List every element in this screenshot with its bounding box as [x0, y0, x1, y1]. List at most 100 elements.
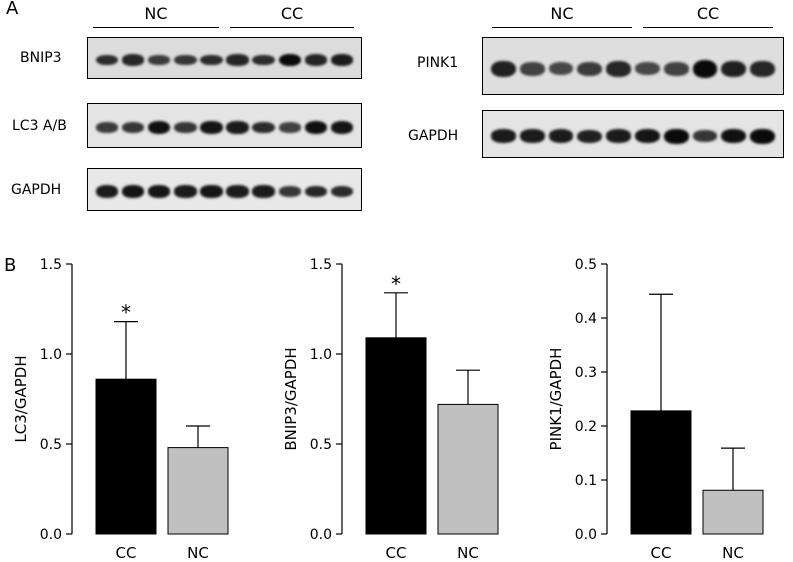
- left-group-label-nc: NC: [144, 4, 168, 23]
- x-category-label: CC: [651, 544, 672, 562]
- blot-band: [548, 129, 574, 144]
- y-axis-label: BNIP3/GAPDH: [282, 347, 300, 450]
- bar: [95, 378, 157, 535]
- blot-band: [121, 54, 145, 66]
- bar: [437, 403, 499, 535]
- y-tick-label: 1.5: [40, 257, 62, 273]
- blot-label-lc3: LC3 A/B: [12, 118, 67, 134]
- y-tick-label: 0.5: [310, 437, 332, 453]
- blot-label-gapdh-left: GAPDH: [11, 182, 62, 198]
- blot-band: [519, 129, 545, 144]
- chart-bnip3-gapdh: 0.0 0.5 1.0 1.5 BNIP3/GAPDH * CC NC: [282, 257, 499, 562]
- blot-band: [226, 54, 249, 66]
- blot-band: [663, 62, 689, 76]
- blot-band: [721, 60, 747, 77]
- x-category-label: CC: [116, 544, 137, 562]
- y-tick-label: 0.2: [575, 419, 597, 435]
- blot-band: [330, 121, 354, 135]
- y-tick-label: 0.3: [575, 365, 597, 381]
- blot-band: [226, 121, 249, 134]
- right-group-line-cc: [643, 27, 773, 28]
- y-tick-label: 0.4: [575, 311, 597, 327]
- y-tick-label: 1.5: [310, 257, 332, 273]
- blot-strip-pink1: [482, 37, 784, 95]
- x-category-label: NC: [722, 544, 744, 562]
- blot-band: [635, 129, 660, 144]
- blot-band: [548, 62, 574, 76]
- blot-band: [721, 129, 747, 144]
- blot-band: [148, 120, 171, 135]
- blot-band: [95, 54, 119, 66]
- blot-band: [330, 185, 354, 198]
- blot-strip-gapdh-left: [87, 168, 362, 211]
- blot-band: [226, 185, 249, 198]
- blot-label-pink1: PINK1: [417, 55, 459, 71]
- right-group-label-cc: CC: [696, 4, 720, 23]
- blot-band: [252, 121, 275, 134]
- left-group-label-cc: CC: [280, 4, 304, 23]
- blot-label-gapdh-right: GAPDH: [408, 128, 459, 144]
- bar: [365, 337, 427, 535]
- blot-strip-gapdh-right: [482, 110, 784, 158]
- blot-band: [750, 128, 775, 144]
- blot-band: [200, 185, 223, 198]
- y-tick-label: 1.0: [40, 347, 62, 363]
- blot-band: [278, 122, 301, 133]
- blot-band: [252, 54, 275, 66]
- blot-band: [174, 122, 197, 134]
- blot-band: [606, 129, 631, 144]
- blot-band: [200, 54, 223, 66]
- blot-band: [95, 122, 119, 133]
- blot-strip-bnip3: [87, 37, 362, 79]
- right-group-line-nc: [492, 27, 632, 28]
- blot-band: [304, 54, 328, 66]
- blot-band: [750, 60, 775, 77]
- blot-band: [252, 185, 275, 198]
- panel-a-letter: A: [6, 0, 19, 19]
- blot-band: [491, 60, 516, 77]
- y-tick-label: 1.0: [310, 347, 332, 363]
- blot-band: [148, 55, 171, 65]
- y-tick-label: 0.0: [40, 527, 62, 543]
- x-category-label: NC: [457, 544, 479, 562]
- left-group-line-cc: [230, 27, 354, 28]
- blot-band: [577, 61, 603, 76]
- blot-band: [330, 54, 354, 66]
- y-axis-label: PINK1/GAPDH: [547, 348, 565, 451]
- bar: [702, 489, 764, 535]
- panel-b-letter: B: [4, 255, 17, 276]
- blot-band: [200, 121, 223, 135]
- blot-band: [121, 185, 145, 198]
- blot-band: [148, 185, 171, 198]
- blot-band: [95, 185, 119, 198]
- right-group-label-nc: NC: [550, 4, 574, 23]
- blot-band: [121, 122, 145, 134]
- significance-marker: *: [121, 301, 131, 325]
- significance-marker: *: [391, 272, 401, 296]
- y-tick-label: 0.5: [40, 437, 62, 453]
- x-category-label: NC: [187, 544, 209, 562]
- blot-band: [304, 120, 328, 135]
- blot-band: [174, 185, 197, 198]
- x-category-label: CC: [386, 544, 407, 562]
- blot-band: [663, 128, 689, 144]
- bar: [630, 410, 692, 535]
- y-tick-label: 0.1: [575, 473, 597, 489]
- chart-lc3-gapdh: 0.0 0.5 1.0 1.5 LC3/GAPDH * CC NC: [12, 257, 229, 562]
- blot-strip-lc3: [87, 103, 362, 148]
- blot-label-bnip3: BNIP3: [20, 50, 62, 66]
- y-tick-label: 0.0: [575, 527, 597, 543]
- y-tick-label: 0.5: [575, 257, 597, 273]
- blot-band: [692, 130, 718, 143]
- blot-band: [692, 59, 718, 78]
- chart-pink1-gapdh: 0.0 0.1 0.2 0.3 0.4 0.5 PINK1/GAPDH CC NC: [547, 257, 764, 562]
- blot-band: [519, 62, 545, 76]
- blot-band: [278, 186, 301, 197]
- y-axis-label: LC3/GAPDH: [12, 355, 30, 442]
- blot-band: [174, 54, 197, 66]
- blot-band: [635, 62, 660, 76]
- blot-band: [491, 129, 516, 144]
- left-group-line-nc: [93, 27, 219, 28]
- blot-band: [577, 129, 603, 143]
- y-tick-label: 0.0: [310, 527, 332, 543]
